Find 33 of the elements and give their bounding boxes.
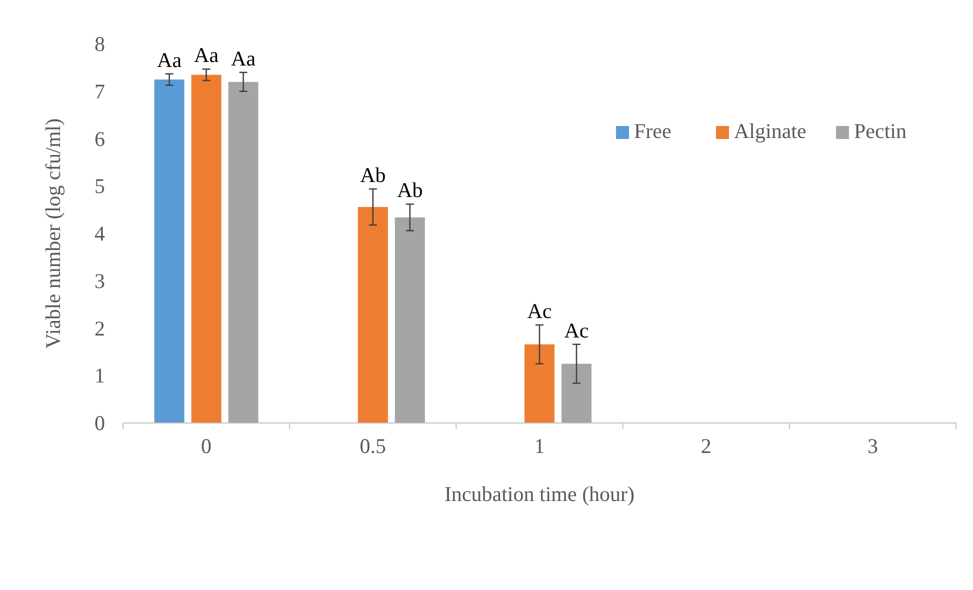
y-tick-label: 7: [94, 79, 105, 104]
y-axis-title: Viable number (log cfu/ml): [41, 118, 65, 349]
y-tick-label: 0: [94, 411, 105, 435]
annotation: Aa: [194, 43, 220, 68]
x-tick-label: 0.5: [360, 434, 386, 458]
y-tick-label: 6: [94, 126, 105, 151]
x-tick-label: 1: [534, 434, 545, 458]
y-tick-label: 3: [94, 268, 105, 293]
legend-label: Free: [634, 119, 672, 143]
annotation: Ab: [360, 162, 386, 187]
annotation: Aa: [231, 46, 256, 70]
x-tick-label: 0: [201, 434, 212, 458]
annotation: Ac: [564, 318, 589, 342]
annotation: Aa: [157, 48, 182, 72]
legend-label: Alginate: [734, 119, 806, 143]
y-tick-label: 1: [94, 364, 105, 388]
bar: [228, 82, 258, 423]
bar: [524, 344, 554, 423]
y-tick-label: 5: [94, 174, 105, 198]
bar: [154, 80, 184, 423]
bar: [191, 74, 222, 423]
bar: [358, 206, 388, 423]
bar: [562, 364, 592, 423]
y-tick-label: 8: [94, 32, 105, 56]
x-axis-title: Incubation time (hour): [444, 482, 635, 506]
y-tick-label: 4: [94, 222, 106, 246]
legend-label: Pectin: [854, 119, 907, 143]
x-tick-label: 2: [700, 434, 712, 458]
annotation: Ac: [527, 298, 552, 323]
y-tick-label: 2: [94, 316, 105, 340]
annotation: Ab: [397, 178, 423, 202]
x-tick-label: 3: [867, 434, 878, 458]
bar: [394, 217, 425, 423]
